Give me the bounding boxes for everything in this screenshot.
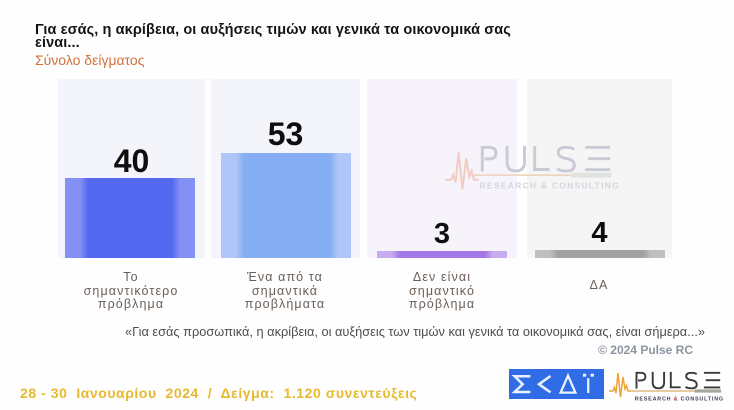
svg-text:RESEARCH & CONSULTING: RESEARCH & CONSULTING bbox=[635, 396, 724, 402]
svg-text:RESEARCH & CONSULTING: RESEARCH & CONSULTING bbox=[480, 181, 620, 191]
